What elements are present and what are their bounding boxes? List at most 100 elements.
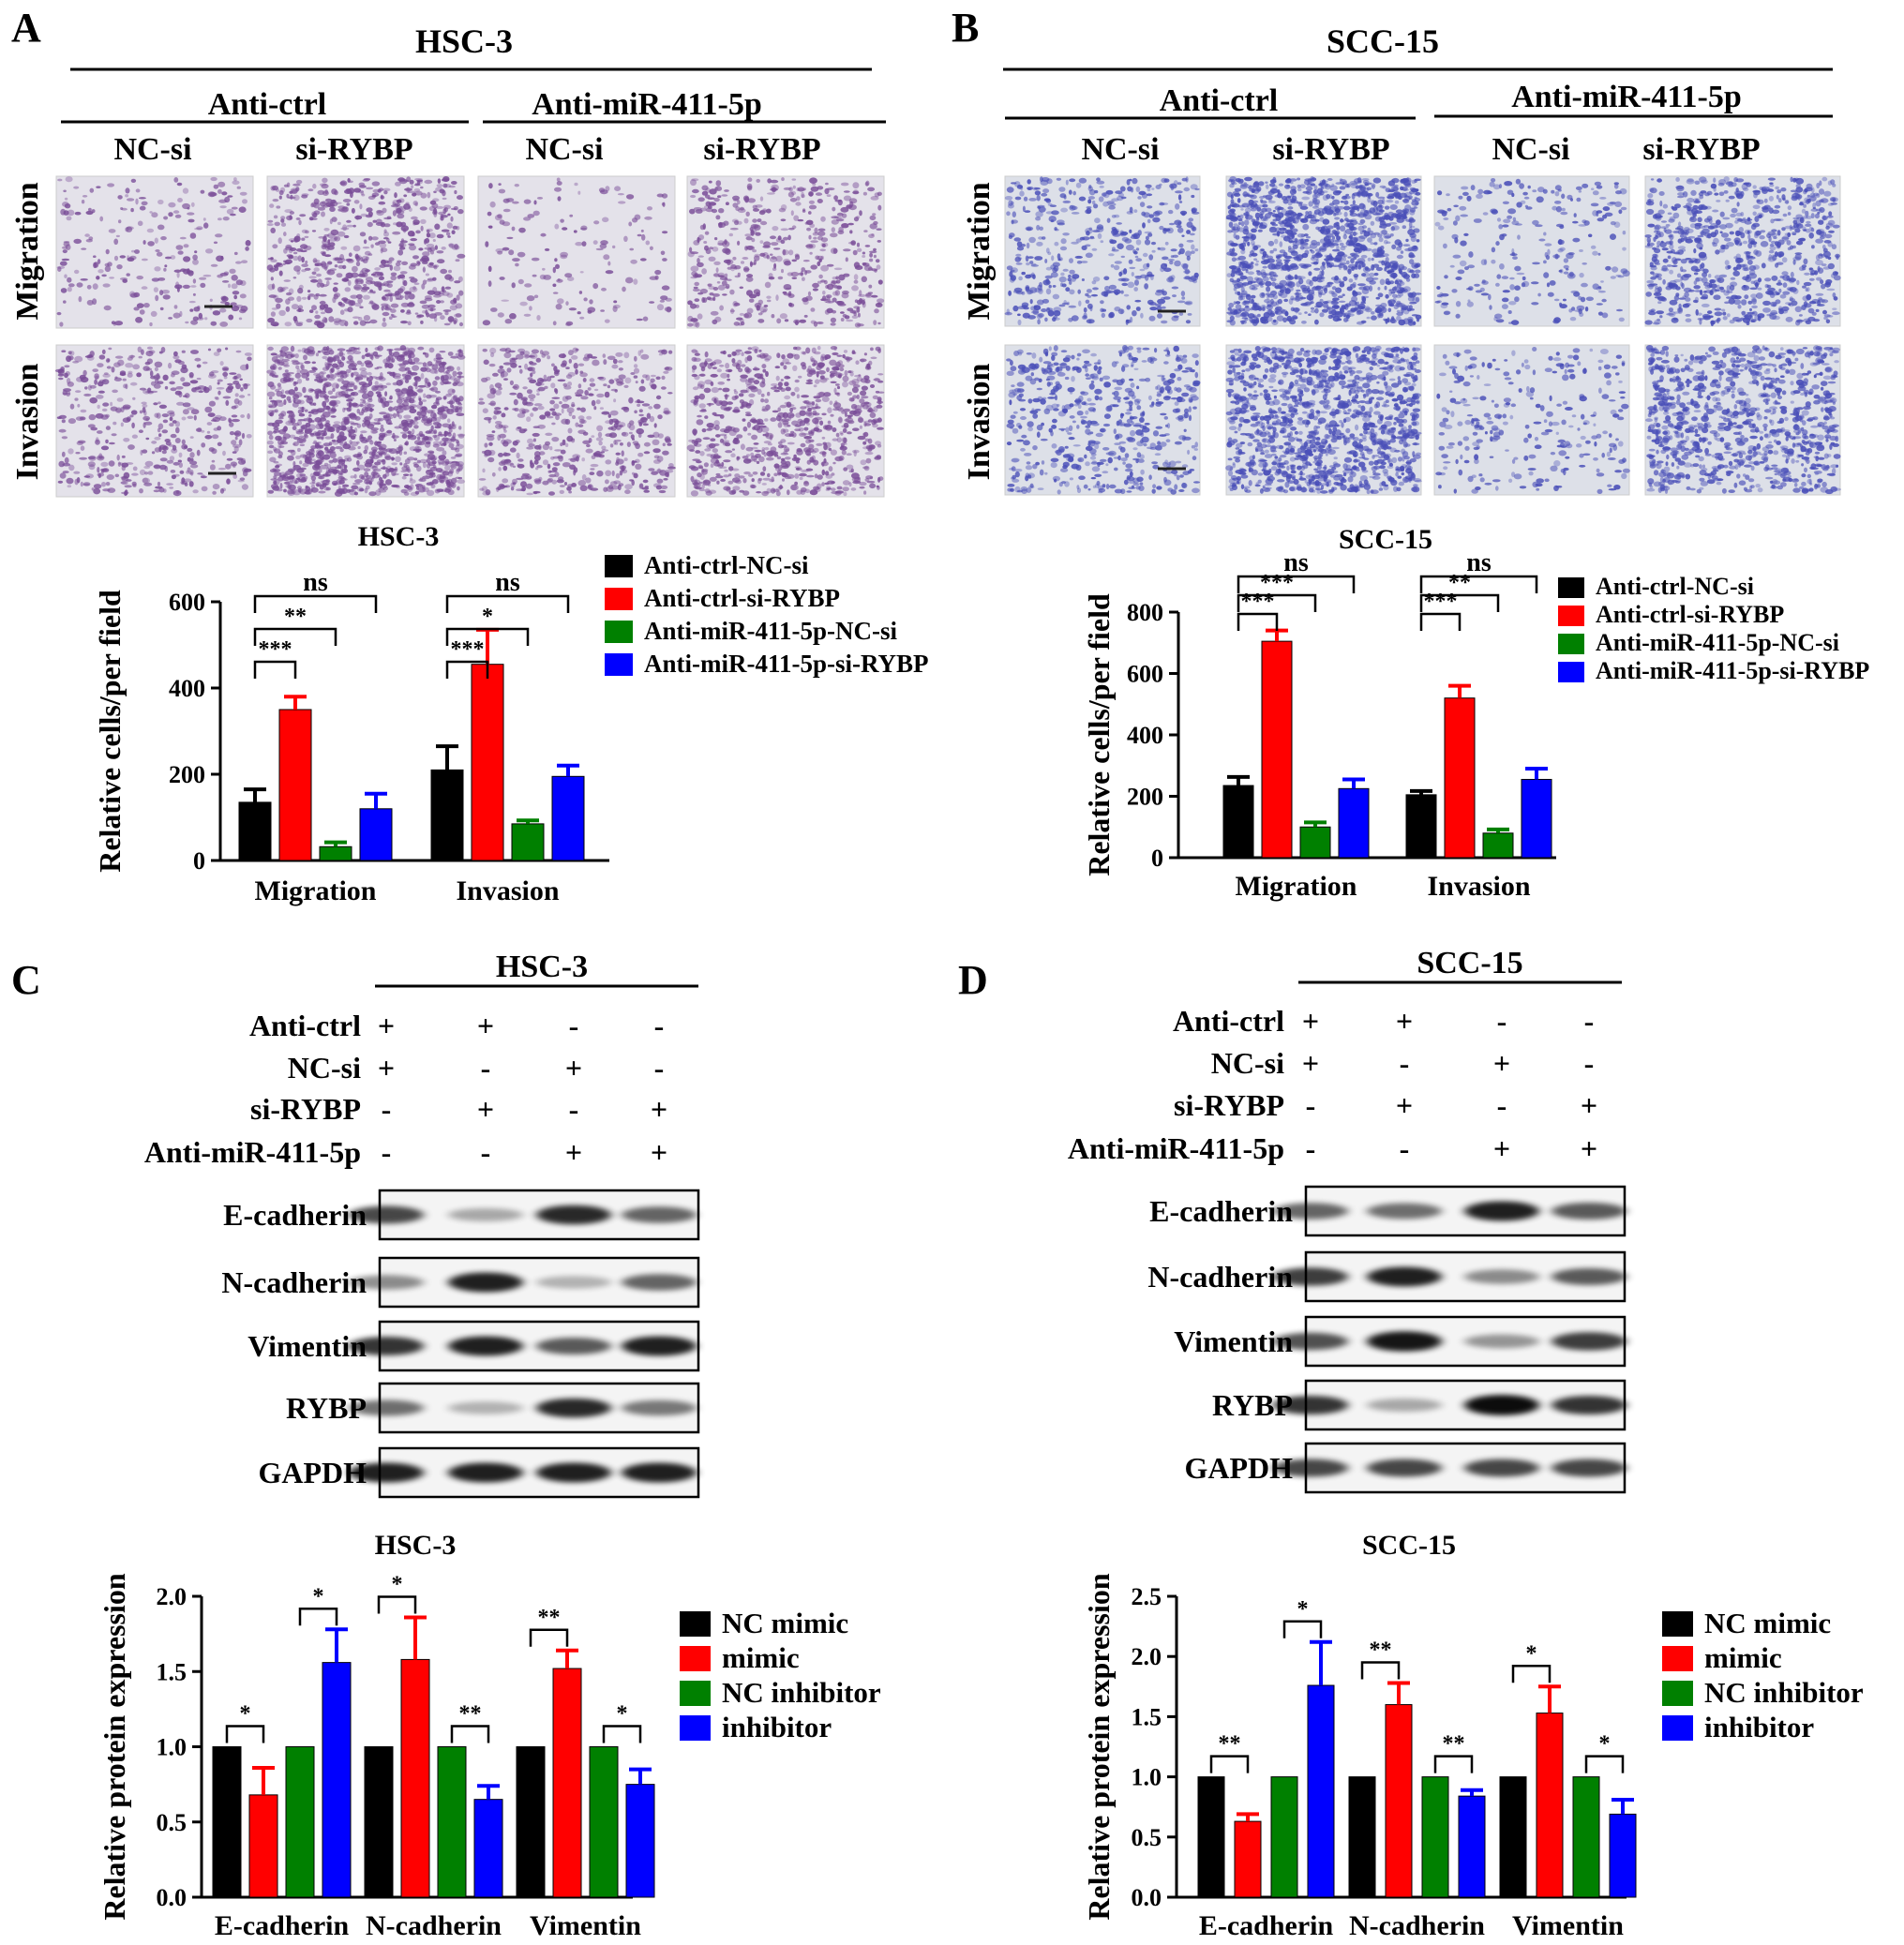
stained-cell [367, 195, 376, 200]
stained-cell [730, 307, 735, 314]
stained-cell [797, 187, 806, 192]
stained-cell [554, 449, 562, 452]
stained-cell [729, 227, 739, 231]
stained-cell [164, 256, 172, 260]
stained-cell [1114, 261, 1122, 264]
stained-cell [88, 455, 97, 461]
stained-cell [842, 427, 847, 433]
stained-cell [173, 177, 179, 183]
stained-cell [662, 450, 669, 456]
stained-cell [517, 458, 524, 462]
stained-cell [864, 293, 873, 298]
stained-cell [307, 295, 311, 301]
stained-cell [734, 395, 739, 399]
stained-cell [61, 419, 66, 424]
stained-cell [771, 382, 778, 387]
stained-cell [139, 309, 145, 315]
stained-cell [362, 294, 370, 300]
stained-cell [144, 361, 151, 366]
stained-cell [875, 259, 880, 263]
stained-cell [382, 311, 390, 317]
stained-cell [639, 258, 647, 262]
stained-cell [170, 470, 176, 473]
stained-cell [138, 429, 143, 434]
stained-cell [750, 417, 757, 424]
stained-cell [1085, 252, 1093, 259]
stained-cell [782, 420, 789, 426]
stained-cell [367, 291, 376, 294]
stained-cell [270, 322, 279, 327]
stained-cell [321, 211, 325, 217]
stained-cell [452, 432, 457, 439]
stained-cell [794, 379, 800, 383]
stained-cell [420, 218, 427, 224]
stained-cell [74, 478, 79, 486]
stained-cell [451, 421, 455, 427]
stained-cell [694, 298, 700, 302]
stained-cell [189, 452, 195, 458]
stained-cell [861, 396, 869, 399]
stained-cell [863, 490, 867, 495]
stained-cell [560, 251, 568, 258]
stained-cell [818, 391, 826, 397]
stained-cell [310, 278, 319, 283]
stained-cell [542, 459, 549, 466]
stained-cell [358, 317, 363, 322]
stained-cell [724, 273, 728, 278]
stained-cell [824, 471, 830, 476]
stained-cell [512, 465, 517, 469]
stained-cell [802, 187, 806, 191]
stained-cell [519, 368, 523, 374]
stained-cell [145, 351, 154, 357]
stained-cell [552, 321, 557, 326]
stained-cell [437, 259, 445, 264]
stained-cell [390, 275, 397, 281]
stained-cell [240, 387, 244, 392]
stained-cell [708, 202, 717, 206]
stained-cell [796, 196, 801, 202]
stained-cell [527, 438, 533, 444]
stained-cell [720, 405, 727, 411]
stained-cell [378, 285, 382, 292]
stained-cell [745, 387, 750, 394]
stained-cell [313, 210, 321, 216]
stained-cell [416, 314, 422, 319]
stained-cell [592, 359, 600, 367]
stained-cell [120, 476, 128, 479]
stained-cell [860, 358, 865, 363]
stained-cell [295, 430, 305, 435]
stained-cell [565, 321, 574, 326]
stained-cell [614, 186, 622, 191]
stained-cell [420, 320, 424, 324]
stained-cell [361, 406, 369, 412]
stained-cell [288, 389, 296, 396]
stained-cell [787, 425, 791, 427]
stained-cell [818, 258, 822, 262]
stained-cell [189, 464, 199, 469]
stained-cell [82, 369, 87, 377]
stained-cell [569, 214, 574, 217]
stained-cell [779, 313, 788, 320]
stained-cell [517, 463, 520, 468]
stained-cell [554, 412, 562, 416]
stained-cell [450, 355, 459, 359]
stained-cell [1132, 310, 1137, 317]
stained-cell [1170, 248, 1177, 252]
stained-cell [828, 466, 833, 472]
stained-cell [339, 180, 348, 187]
stained-cell [794, 428, 802, 432]
stained-cell [593, 406, 597, 411]
stained-cell [640, 379, 645, 384]
stained-cell [405, 311, 412, 315]
stained-cell [190, 409, 200, 415]
stained-cell [219, 361, 224, 367]
stained-cell [725, 202, 729, 205]
stained-cell [792, 365, 798, 371]
stained-cell [807, 291, 812, 296]
stained-cell [409, 397, 415, 404]
stained-cell [849, 230, 853, 234]
stained-cell [331, 363, 338, 368]
stained-cell [290, 345, 295, 352]
stained-cell [65, 176, 73, 183]
stained-cell [691, 349, 697, 353]
